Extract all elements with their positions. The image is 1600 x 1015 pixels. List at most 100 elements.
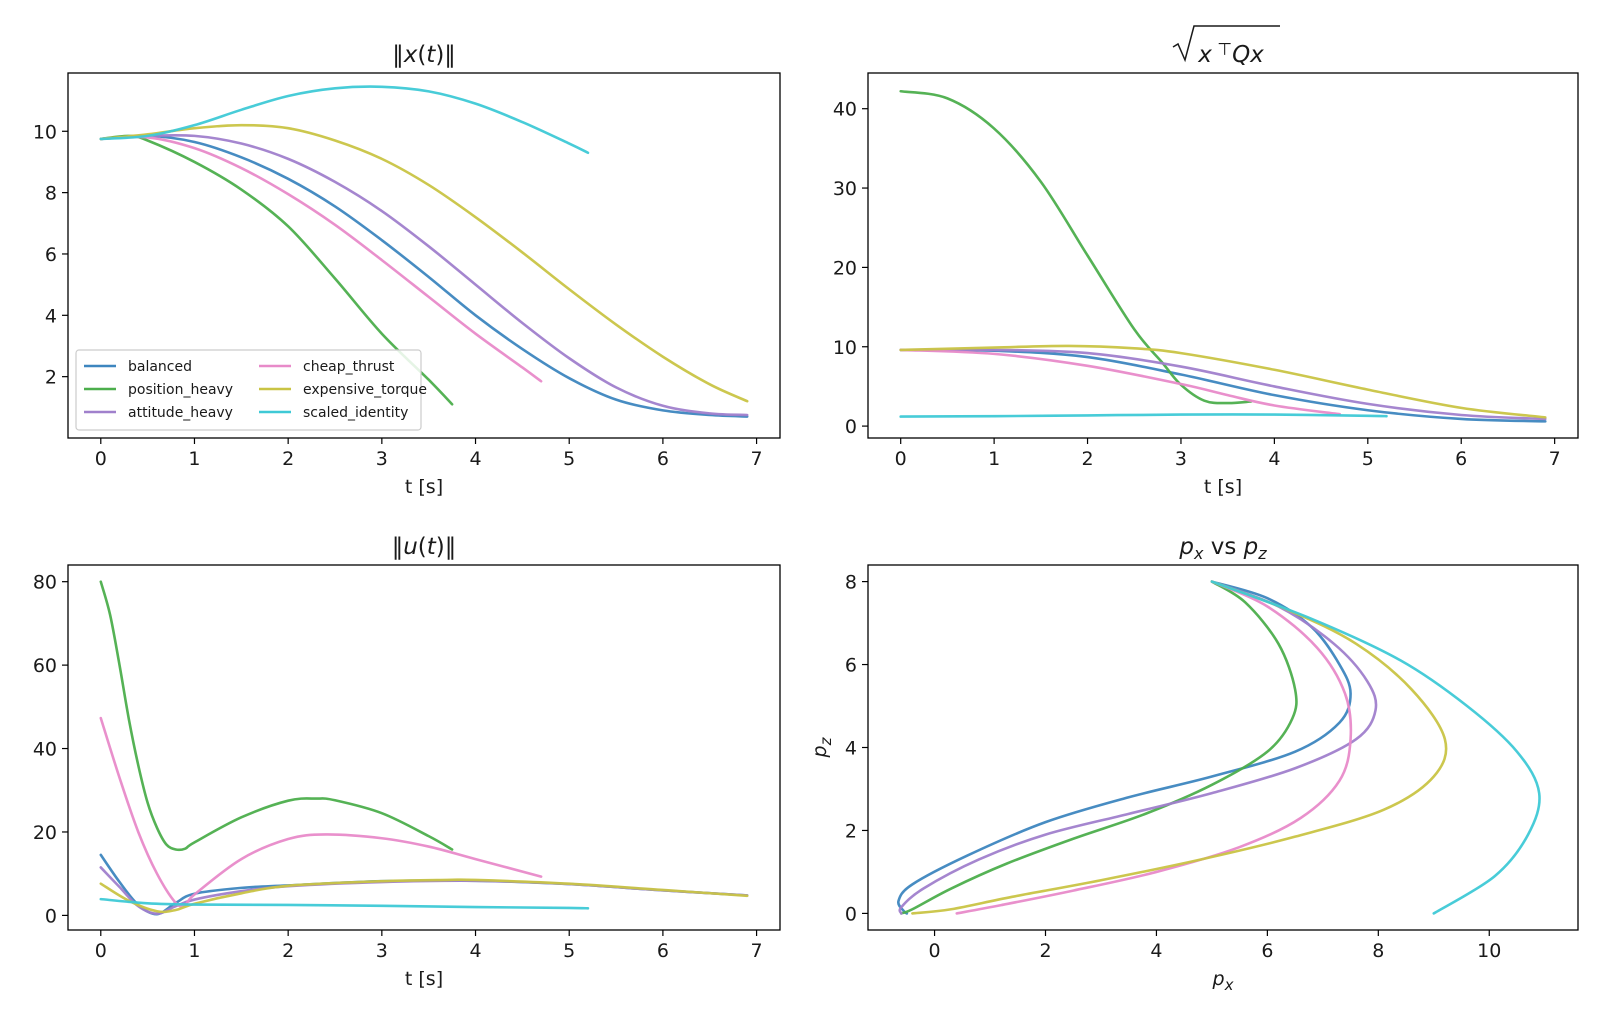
series-line-cheap_thrust [99, 716, 543, 908]
x-axis-label: t [s] [405, 968, 443, 990]
x-tick-label: 0 [95, 940, 107, 962]
y-tick-label: 6 [45, 244, 57, 266]
y-tick-label: 4 [845, 738, 857, 760]
y-tick-label: 8 [45, 183, 57, 205]
x-tick-label: 4 [469, 448, 481, 470]
chart-panel-2: 0 1 2 3 4 5 6 7 0 10 20 30 40 x ⊤Qx t [s] [833, 25, 1579, 498]
x-tick-label: 4 [1150, 940, 1162, 962]
series-line-expensive_torque [99, 123, 749, 403]
series-line-scaled_identity [99, 85, 590, 155]
legend-label: cheap_thrust [303, 359, 395, 375]
legend-box [75, 349, 422, 431]
legend-label: position_heavy [128, 382, 233, 398]
x-tick-label: 2 [1081, 448, 1093, 470]
series-group [99, 580, 749, 916]
x-tick-label: 7 [751, 448, 763, 470]
series-line-attitude_heavy [898, 580, 1378, 915]
x-tick-label: 5 [1362, 448, 1374, 470]
series-line-cheap_thrust [99, 135, 543, 383]
series-line-expensive_torque [99, 878, 749, 914]
x-tick-label: 2 [282, 448, 294, 470]
y-tick-label: 0 [845, 416, 857, 438]
axes-frame [67, 72, 781, 439]
y-tick-label: 10 [833, 337, 857, 359]
x-tick-label: 10 [1477, 940, 1501, 962]
radical-sign [1172, 25, 1280, 63]
x-tick-label: 0 [929, 940, 941, 962]
x-tick-label: 7 [1549, 448, 1561, 470]
y-tick-label: 20 [33, 822, 57, 844]
x-tick-label: 1 [188, 448, 200, 470]
series-group [99, 85, 749, 418]
x-tick-label: 6 [657, 940, 669, 962]
series-line-attitude_heavy [99, 133, 749, 417]
x-axis-label: px [1212, 968, 1234, 994]
x-tick-label: 6 [1455, 448, 1467, 470]
series-group [897, 580, 1541, 915]
y-tick-label: 2 [45, 367, 57, 389]
x-tick-label: 5 [563, 940, 575, 962]
axes-frame [867, 72, 1579, 439]
x-tick-label: 0 [95, 448, 107, 470]
chart-title: px vs pz [1178, 534, 1267, 563]
y-tick-label: 10 [33, 121, 57, 143]
legend-label: scaled_identity [303, 405, 408, 421]
series-line-cheap_thrust [955, 580, 1353, 915]
x-tick-label: 5 [563, 448, 575, 470]
y-tick-label: 0 [45, 905, 57, 927]
y-tick-label: 2 [845, 820, 857, 842]
series-line-position_heavy [899, 580, 1298, 915]
y-tick-label: 30 [833, 178, 857, 200]
axes-frame [67, 564, 781, 931]
x-axis-label: t [s] [1204, 476, 1242, 498]
y-tick-label: 60 [33, 655, 57, 677]
series-line-attitude_heavy [899, 348, 1547, 421]
x-tick-label: 8 [1372, 940, 1384, 962]
y-tick-label: 4 [45, 305, 57, 327]
x-tick-label: 2 [282, 940, 294, 962]
legend-label: attitude_heavy [128, 405, 233, 421]
y-tick-label: 40 [33, 739, 57, 761]
chart-panel-4: 0 2 4 6 8 10 0 2 4 6 8 px vs pz px pz [809, 534, 1579, 994]
series-line-scaled_identity [1210, 580, 1541, 915]
series-line-balanced [99, 134, 749, 418]
x-tick-label: 3 [376, 940, 388, 962]
series-line-balanced [897, 580, 1352, 915]
y-tick-label: 80 [33, 572, 57, 594]
x-tick-label: 6 [657, 448, 669, 470]
y-tick-label: 6 [845, 655, 857, 677]
chart-title: ‖x(t)‖ [392, 42, 456, 68]
x-axis-label: t [s] [405, 476, 443, 498]
y-axis-label: pz [809, 736, 835, 758]
x-tick-label: 3 [376, 448, 388, 470]
legend-label: balanced [128, 359, 192, 375]
chart-title: x ⊤Qx [1197, 40, 1264, 68]
x-tick-label: 0 [895, 448, 907, 470]
y-tick-label: 40 [833, 99, 857, 121]
chart-panel-1: 0 1 2 3 4 5 6 7 2 4 6 8 10 ‖x(t)‖ t [s] [33, 42, 781, 498]
x-tick-label: 2 [1039, 940, 1051, 962]
chart-title: ‖u(t)‖ [392, 534, 457, 560]
series-line-scaled_identity [99, 897, 590, 910]
series-line-expensive_torque [911, 580, 1448, 915]
series-group [899, 89, 1547, 423]
x-tick-label: 3 [1175, 448, 1187, 470]
series-line-expensive_torque [899, 344, 1547, 419]
axes-frame [867, 564, 1579, 931]
x-tick-label: 7 [751, 940, 763, 962]
x-tick-label: 6 [1261, 940, 1273, 962]
y-tick-label: 8 [845, 572, 857, 594]
series-line-position_heavy [899, 89, 1253, 405]
series-line-scaled_identity [899, 413, 1388, 418]
legend: balanced position_heavy attitude_heavy chea… [75, 349, 427, 431]
series-line-cheap_thrust [899, 348, 1342, 416]
legend-label: expensive_torque [303, 382, 427, 398]
x-tick-label: 4 [1268, 448, 1280, 470]
chart-panel-3: 0 1 2 3 4 5 6 7 0 20 40 60 80 ‖u(t)‖ t [s] [33, 534, 781, 990]
series-line-position_heavy [99, 580, 454, 852]
x-tick-label: 1 [188, 940, 200, 962]
y-tick-label: 0 [845, 903, 857, 925]
x-tick-label: 1 [988, 448, 1000, 470]
x-tick-label: 4 [469, 940, 481, 962]
